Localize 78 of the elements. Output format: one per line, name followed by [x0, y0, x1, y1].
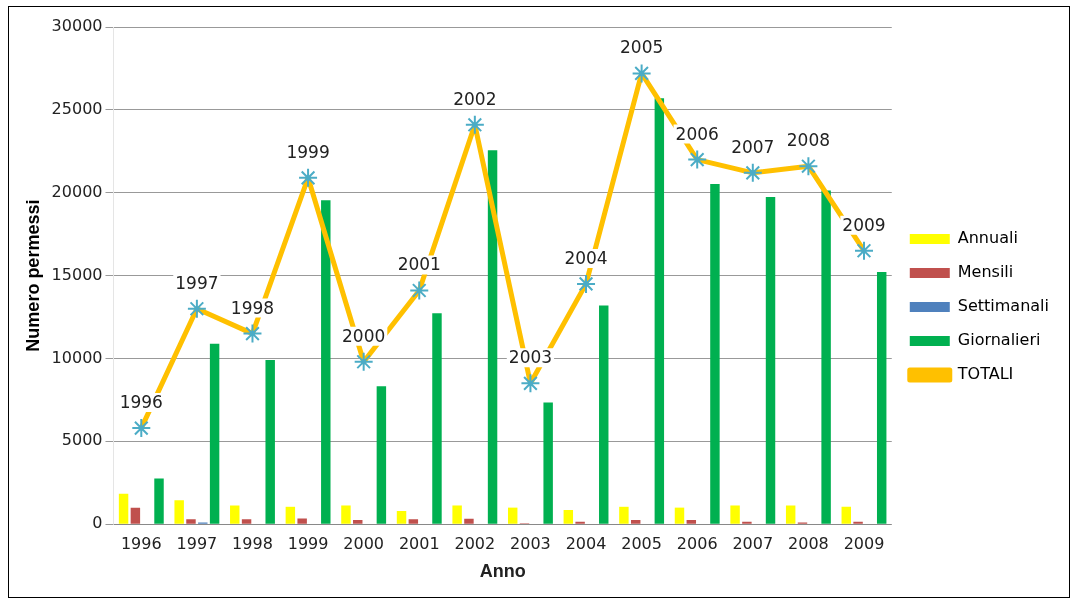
bar [209, 343, 220, 524]
bar [876, 271, 887, 524]
bar [341, 505, 351, 524]
y-tick-label: 30000 [51, 16, 103, 36]
annotation: 1997 [175, 272, 219, 293]
bar [630, 520, 641, 524]
bar [821, 190, 831, 524]
bar [765, 196, 776, 524]
annotation: 2005 [619, 37, 664, 58]
y-tick-label: 10000 [51, 347, 103, 367]
bar [130, 507, 141, 524]
annotation: 2002 [453, 88, 497, 109]
x-tick-label: 2005 [621, 533, 662, 553]
bar [408, 519, 419, 524]
x-tick-label: 2000 [343, 533, 385, 553]
x-tick-label: 1998 [232, 533, 273, 553]
bar [452, 505, 462, 524]
y-tick-label: 25000 [51, 99, 103, 119]
bar [396, 511, 407, 524]
x-tick-label: 2007 [732, 533, 774, 553]
bar [154, 478, 164, 524]
legend-label: Giornalieri [957, 330, 1041, 350]
bar [730, 505, 740, 524]
x-tick-label: 2002 [454, 533, 496, 553]
bar [563, 510, 574, 524]
bar [674, 507, 685, 524]
x-tick-label: 1997 [176, 533, 218, 553]
annotation: 2008 [786, 130, 831, 151]
annotation: 2000 [342, 325, 386, 346]
bar [654, 98, 665, 524]
y-tick-label: 20000 [51, 181, 103, 201]
bar [174, 500, 184, 524]
legend-label: TOTALI [956, 364, 1014, 384]
bar [186, 519, 196, 524]
annotation: 1998 [230, 297, 275, 318]
bar [507, 507, 518, 524]
annotation: 2004 [564, 247, 608, 268]
x-tick-label: 2009 [843, 533, 885, 553]
bar [321, 200, 331, 524]
bar [543, 402, 553, 524]
bar [841, 506, 851, 524]
y-axis-title: Numero permessi [22, 199, 43, 352]
y-tick-label: 0 [92, 513, 103, 533]
bar [241, 519, 252, 524]
bar [376, 386, 387, 524]
annotation: 1996 [119, 392, 163, 412]
x-tick-label: 2004 [565, 533, 607, 553]
bar [297, 518, 307, 524]
bar [464, 518, 474, 524]
annotation: 2009 [842, 214, 886, 235]
annotation: 2006 [675, 123, 719, 144]
x-tick-label: 2003 [510, 533, 551, 553]
x-tick-label: 2008 [788, 533, 829, 553]
bar [353, 520, 363, 524]
x-tick-label: 2001 [398, 533, 440, 553]
legend-label: Annuali [957, 228, 1018, 248]
bar [599, 305, 609, 524]
x-axis-title: Anno [479, 561, 526, 582]
bar [265, 360, 275, 524]
bar [686, 520, 697, 524]
bar [619, 506, 629, 524]
annotation: 2007 [731, 136, 775, 157]
x-tick-label: 1996 [120, 533, 162, 553]
bar [118, 493, 129, 524]
bar [710, 183, 720, 524]
annotation: 2003 [508, 347, 553, 368]
x-tick-label: 1999 [287, 533, 329, 553]
bar [785, 505, 796, 524]
legend-label: Mensili [957, 262, 1014, 282]
legend-label: Settimanali [957, 296, 1049, 316]
bar [432, 313, 442, 524]
annotation: 1999 [286, 141, 330, 162]
bar [285, 506, 296, 524]
bar [230, 505, 240, 524]
y-tick-label: 5000 [61, 430, 103, 450]
x-tick-label: 2006 [676, 533, 718, 553]
annotation: 2001 [397, 254, 441, 275]
y-tick-label: 15000 [51, 264, 103, 284]
